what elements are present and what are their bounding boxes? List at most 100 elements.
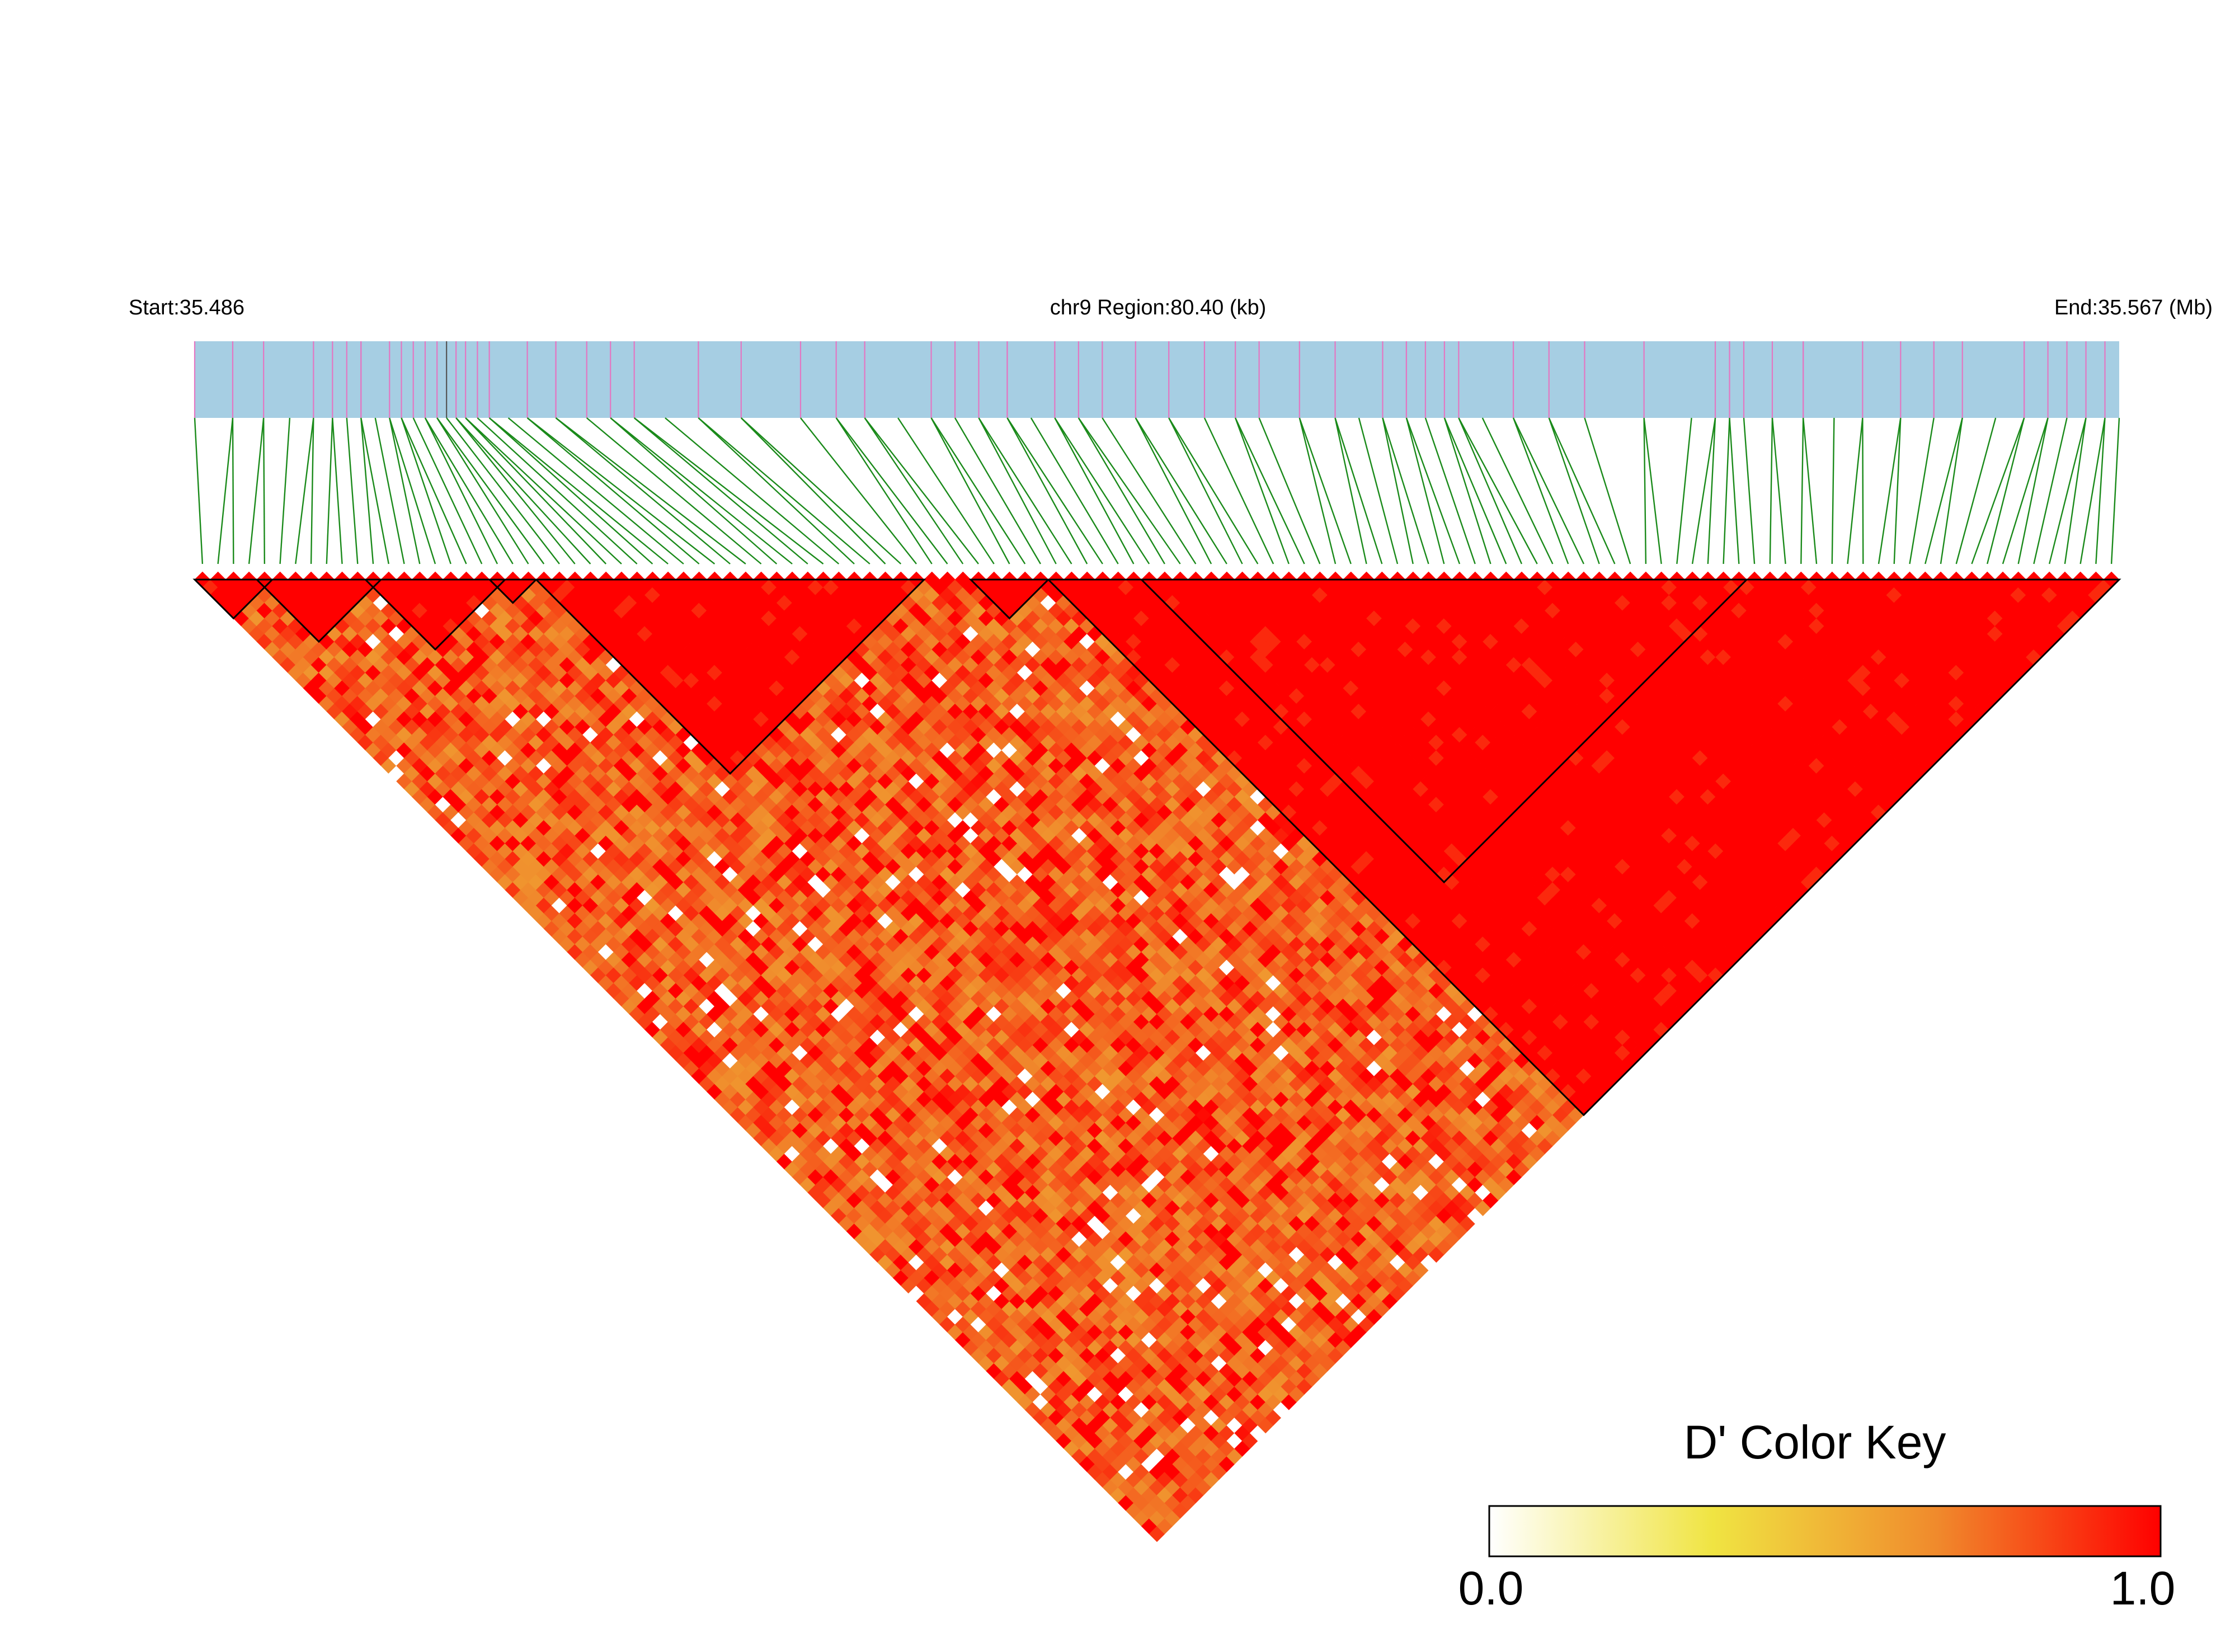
snp-connector [633,417,808,564]
snp-connector [1707,417,1716,564]
snp-connector [346,417,359,564]
snp-connector [477,417,638,564]
snp-connector [1054,417,1135,564]
snp-connector [526,417,716,564]
snp-connector [2048,417,2087,564]
snp-connector [310,417,314,564]
snp-connector [526,417,700,564]
snp-connector [1548,417,1616,564]
snp-connector [1006,417,1088,564]
snp-connector [1831,417,1835,564]
snp-connector [412,417,483,564]
snp-connector [698,417,855,564]
snp-connector [1800,417,1804,564]
snp-connector [1847,417,1864,564]
snp-connector [740,417,902,564]
snp-connector [1893,417,1902,564]
snp-connector [610,417,793,564]
snp-connector [507,417,684,564]
snp-connector [488,417,669,564]
snp-connector [455,417,576,564]
snp-connector [262,417,266,564]
snp-connector [2110,417,2120,564]
snp-connector [401,417,467,564]
snp-connector [1955,417,1997,564]
snp-connector [389,417,436,564]
snp-connector [610,417,778,564]
snp-connector [1909,417,1935,564]
snp-connector [401,417,451,564]
snp-connector [424,417,514,564]
snp-connector [1135,417,1212,564]
snp-connector [864,417,979,564]
snp-connector [465,417,622,564]
snp-connector [800,417,917,564]
snp-connector [2002,417,2049,564]
snp-connector [1771,417,1786,564]
snp-connector [1743,417,1756,564]
snp-connector [1643,417,1647,564]
snp-connector [864,417,964,564]
snp-connector [555,417,731,564]
snp-connector [1405,417,1461,564]
snp-connector [332,417,343,564]
snp-connector [1298,417,1352,564]
snp-connector [2079,417,2106,564]
snp-connector [326,417,333,564]
snp-connector [1102,417,1197,564]
region-start-label: Start:35.486 [129,296,244,319]
snp-connector [1769,417,1773,564]
snp-connector [360,417,374,564]
snp-connector [1405,417,1445,564]
snp-connector [360,417,389,564]
snp-connector [446,417,560,564]
snp-connector [1235,417,1290,564]
snp-connector [698,417,871,564]
snp-connector [1676,417,1692,564]
snp-connector [930,417,1026,564]
snp-connector [1443,417,1491,564]
snp-connector [1643,417,1662,564]
snp-connector [1135,417,1227,564]
gene-track [195,341,2119,418]
snp-connector [954,417,1041,564]
snp-connector [1334,417,1367,564]
snp-connector [586,417,762,564]
snp-connector [1987,417,2025,564]
snp-connector [555,417,746,564]
snp-connector [1512,417,1569,564]
snp-connector [835,417,933,564]
snp-connector [1258,417,1321,564]
snp-connector [1235,417,1305,564]
snp-connector [1298,417,1337,564]
snp-connector [389,417,421,564]
snp-connector [1729,417,1740,564]
snp-connector [194,417,204,564]
snp-connector [978,417,1072,564]
snp-connector [1584,417,1631,564]
snp-connector [1458,417,1523,564]
ld-heatmap [194,571,2120,1542]
snp-connector [1203,417,1274,564]
snp-connector [217,417,234,564]
snp-connector [897,417,995,564]
snp-connector [1723,417,1730,564]
snp-connector [1925,417,1963,564]
snp-connector [1691,417,1716,564]
snp-connector [1458,417,1538,564]
snp-connector [1443,417,1507,564]
snp-connector [488,417,653,564]
snp-connector [1878,417,1902,564]
snp-connector [930,417,1010,564]
snp-connector [295,417,314,564]
snp-connector [1424,417,1476,564]
snp-connector [1168,417,1259,564]
snp-connector-lines [194,417,2120,564]
region-end-label: End:35.567 (Mb) [2054,296,2213,319]
snp-connector [2017,417,2049,564]
snp-connector [1481,417,1554,564]
snp-connector [978,417,1057,564]
snp-connector [1006,417,1103,564]
region-title-label: chr9 Region:80.40 (kb) [1050,296,1267,319]
snp-connector [1077,417,1165,564]
